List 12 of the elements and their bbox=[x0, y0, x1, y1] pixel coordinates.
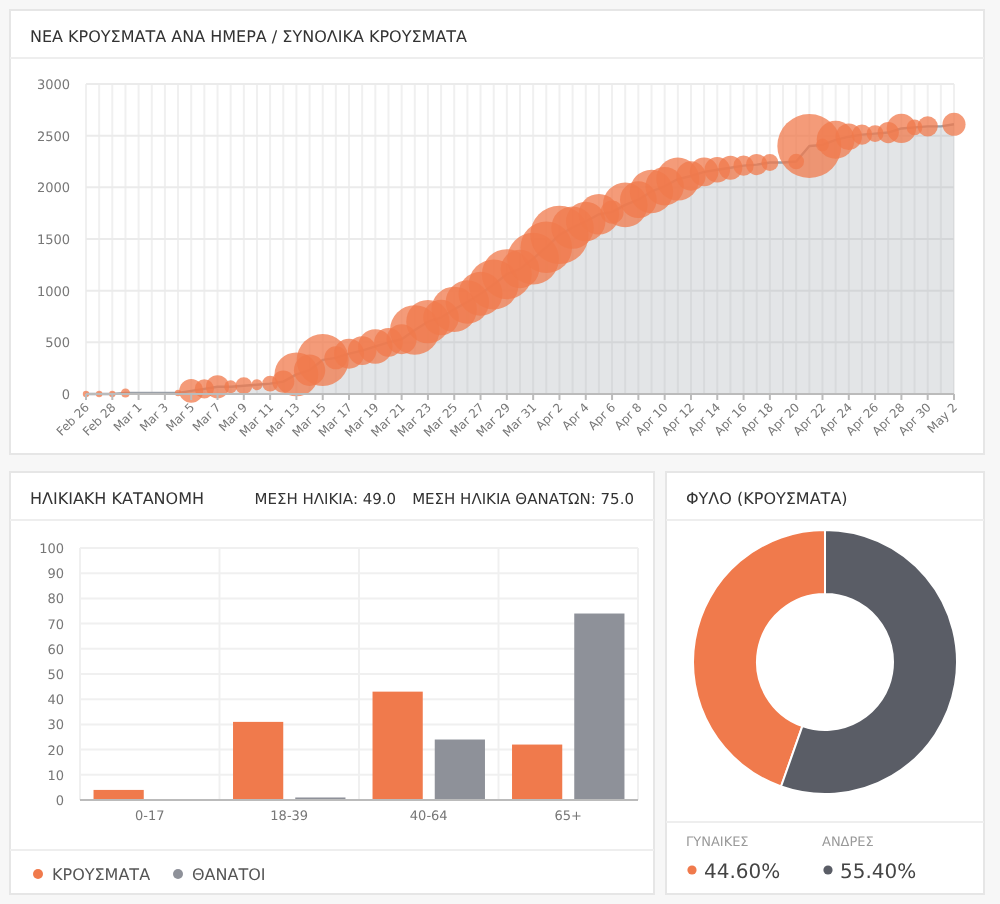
bar bbox=[372, 691, 423, 800]
bar bbox=[574, 613, 625, 800]
bar bbox=[512, 744, 563, 800]
chart-title: ΦΥΛΟ (ΚΡΟΥΣΜΑΤΑ) bbox=[686, 490, 848, 508]
chart-title: ΝΕΑ ΚΡΟΥΣΜΑΤΑ ΑΝΑ ΗΜΕΡΑ / ΣΥΝΟΛΙΚΑ ΚΡΟΥΣΜΑΤΑ bbox=[30, 28, 469, 46]
chart-title: ΗΛΙΚΙΑΚΗ ΚΑΤΑΝΟΜΗ bbox=[30, 490, 205, 508]
data-label: 55.40% bbox=[840, 862, 917, 884]
legend-label: ΘΑΝΑΤΟΙ bbox=[192, 866, 266, 884]
bar bbox=[434, 739, 485, 800]
data-label: 44.60% bbox=[704, 862, 781, 884]
legend-label: ΚΡΟΥΣΜΑΤΑ bbox=[52, 866, 152, 884]
bar bbox=[233, 721, 284, 800]
